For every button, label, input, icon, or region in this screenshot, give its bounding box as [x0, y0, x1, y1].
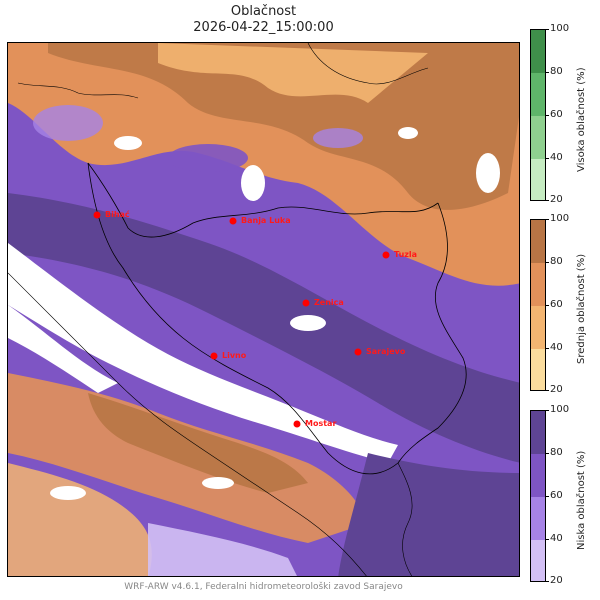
- colorbar-tick-label: 40: [550, 152, 563, 163]
- colorbar-tick-label: 20: [550, 384, 563, 395]
- clear-patch: [241, 165, 265, 201]
- city-marker-mostar: Mostar: [293, 419, 336, 428]
- colorbar-segment: [531, 411, 545, 454]
- colorbar-tick-label: 60: [550, 299, 563, 310]
- coastline: [8, 272, 367, 576]
- colorbar-tick-label: 80: [550, 447, 563, 458]
- colorbar-label-high: Visoka oblačnost (%): [576, 67, 587, 172]
- city-marker-tuzla: Tuzla: [382, 250, 417, 259]
- colorbar-segment: [531, 454, 545, 497]
- city-label: Mostar: [305, 419, 336, 428]
- low-cloud-patch: [168, 144, 248, 172]
- colorbar-tick-label: 100: [550, 404, 570, 415]
- border-line-far-north: [17, 82, 139, 99]
- colorbar-segment: [531, 116, 545, 159]
- colorbar-low-cloud: [530, 410, 546, 582]
- colorbar-high-cloud: [530, 29, 546, 201]
- border-line-northeast: [307, 43, 429, 85]
- tick-mark: [546, 158, 549, 159]
- city-marker-bihac: Bihać: [93, 209, 130, 219]
- colorbar-tick-label: 100: [550, 23, 570, 34]
- medium-cloud-north-light: [158, 43, 428, 103]
- low-cloud-light-south: [148, 523, 297, 576]
- colorbar-tick-label: 40: [550, 533, 563, 544]
- tick-mark: [546, 305, 549, 306]
- city-label: Sarajevo: [366, 347, 406, 356]
- city-label: Livno: [222, 351, 247, 360]
- tick-mark: [546, 390, 549, 391]
- colorbar-segment: [531, 220, 545, 263]
- border-line-north: [87, 162, 439, 238]
- title-line-2: 2026-04-22_15:00:00: [193, 20, 334, 35]
- low-cloud-southeast: [338, 453, 519, 576]
- colorbar-segment: [531, 159, 545, 200]
- colorbar-medium-cloud: [530, 219, 546, 391]
- medium-cloud-north-dense: [48, 43, 519, 210]
- city-label: Tuzla: [394, 250, 417, 259]
- tick-mark: [546, 581, 549, 582]
- colorbar-tick-label: 60: [550, 490, 563, 501]
- tick-mark: [546, 72, 549, 73]
- tick-mark: [546, 115, 549, 116]
- border-line-southwest: [87, 162, 399, 475]
- colorbar-segment: [531, 540, 545, 581]
- city-label: Bihać: [105, 209, 130, 219]
- colorbar-segment: [531, 73, 545, 116]
- colorbar-segment: [531, 306, 545, 349]
- tick-mark: [546, 200, 549, 201]
- colorbar-segment: [531, 263, 545, 306]
- clear-sky-coast: [8, 305, 118, 393]
- border-line-south: [397, 462, 413, 576]
- tick-mark: [546, 453, 549, 454]
- colorbar-tick-label: 40: [550, 342, 563, 353]
- city-label: Banja Luka: [241, 216, 291, 225]
- colorbar-tick-label: 20: [550, 194, 563, 205]
- map-canvas: Bihać Banja Luka Tuzla Zenica Livno Sara…: [8, 43, 519, 576]
- city-marker-livno: Livno: [210, 351, 247, 360]
- cloud-cover-map: Bihać Banja Luka Tuzla Zenica Livno Sara…: [7, 42, 520, 577]
- colorbar-tick-label: 80: [550, 256, 563, 267]
- colorbar-segment: [531, 30, 545, 73]
- colorbar-segment: [531, 497, 545, 540]
- city-label: Zenica: [314, 298, 344, 307]
- clear-patch: [202, 477, 234, 489]
- footer-credit: WRF-ARW v4.6.1, Federalni hidrometeorolo…: [124, 582, 403, 592]
- colorbar-label-medium: Srednja oblačnost (%): [576, 253, 587, 364]
- tick-mark: [546, 29, 549, 30]
- colorbar-tick-label: 60: [550, 109, 563, 120]
- city-marker-zenica: Zenica: [302, 298, 344, 307]
- clear-patch: [50, 486, 86, 500]
- low-cloud-dense-band: [8, 193, 519, 463]
- tick-mark: [546, 219, 549, 220]
- city-marker-banja-luka: Banja Luka: [229, 216, 291, 225]
- city-marker-sarajevo: Sarajevo: [354, 347, 406, 356]
- tick-mark: [546, 348, 549, 349]
- clear-patch: [290, 315, 326, 331]
- colorbar-tick-label: 100: [550, 213, 570, 224]
- medium-cloud-southwest: [8, 463, 152, 576]
- colorbar-tick-label: 20: [550, 575, 563, 586]
- tick-mark: [546, 496, 549, 497]
- colorbar-label-low: Niska oblačnost (%): [576, 450, 587, 550]
- low-cloud-patch: [313, 128, 363, 148]
- tick-mark: [546, 410, 549, 411]
- tick-mark: [546, 262, 549, 263]
- map-title: Oblačnost 2026-04-22_15:00:00: [7, 4, 520, 36]
- clear-patch: [398, 127, 418, 139]
- clear-patch: [476, 153, 500, 193]
- border-line-east: [397, 202, 467, 464]
- low-cloud-patch: [33, 105, 103, 141]
- medium-cloud-south-dense: [88, 393, 308, 493]
- clear-patch: [114, 136, 142, 150]
- tick-mark: [546, 539, 549, 540]
- title-line-1: Oblačnost: [230, 4, 297, 19]
- colorbar-segment: [531, 349, 545, 390]
- colorbar-tick-label: 80: [550, 66, 563, 77]
- clear-sky-band: [8, 243, 398, 463]
